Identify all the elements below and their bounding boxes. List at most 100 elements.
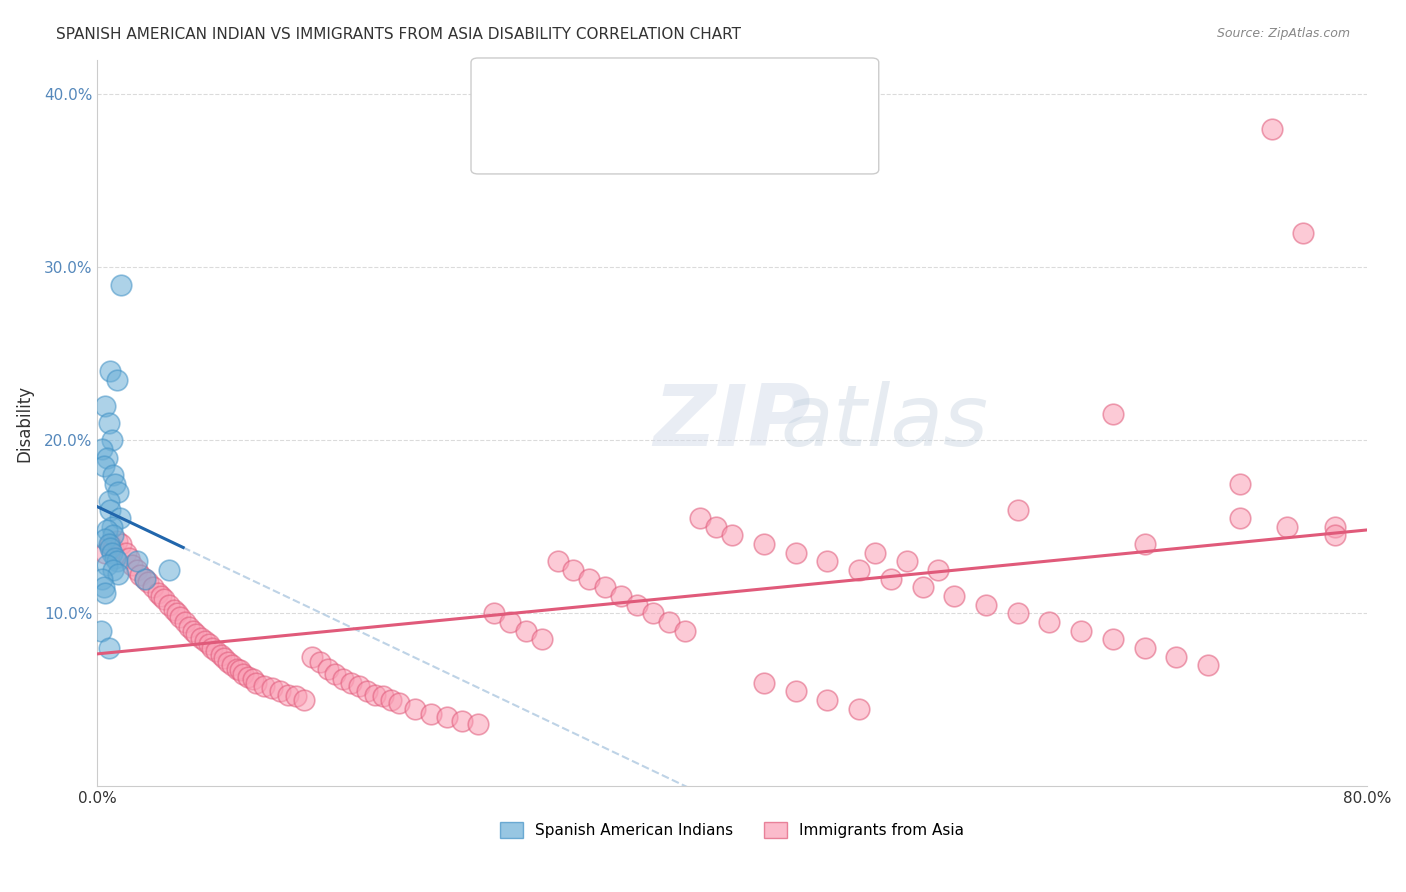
Point [349,679,371,693]
Point [181,624,204,638]
Point [105,373,128,387]
Point [260,681,283,695]
Point [752,675,775,690]
Point [610,589,633,603]
Point [269,684,291,698]
Point [785,684,807,698]
Point [110,277,132,292]
Point [1324,520,1347,534]
Point [100,434,122,448]
Point [1166,649,1188,664]
Point [547,554,569,568]
Point [325,666,347,681]
Text: 110: 110 [630,113,661,128]
Point [136,575,159,590]
Point [284,690,307,704]
Point [238,670,260,684]
Point [98,541,121,555]
Point [103,467,125,482]
Point [194,634,217,648]
Point [436,710,458,724]
Point [371,690,394,704]
Point [209,648,232,662]
Point [380,693,402,707]
Point [103,528,125,542]
Point [221,658,243,673]
Point [815,693,838,707]
Point [214,651,236,665]
Text: N =: N = [598,78,631,92]
Point [108,511,131,525]
Text: SPANISH AMERICAN INDIAN VS IMMIGRANTS FROM ASIA DISABILITY CORRELATION CHART: SPANISH AMERICAN INDIAN VS IMMIGRANTS FR… [56,27,741,42]
Point [301,649,323,664]
Point [197,638,219,652]
Point [98,537,121,551]
Text: Source: ZipAtlas.com: Source: ZipAtlas.com [1216,27,1350,40]
Text: R =: R = [520,113,554,128]
Point [404,701,426,715]
Point [105,554,128,568]
Legend: Spanish American Indians, Immigrants from Asia: Spanish American Indians, Immigrants fro… [494,816,970,845]
Point [626,598,648,612]
Text: ZIP: ZIP [654,382,811,465]
Point [530,632,553,647]
Point [103,563,125,577]
Point [1102,408,1125,422]
Point [229,664,252,678]
Point [848,701,870,715]
Point [118,551,141,566]
Point [94,585,117,599]
Point [97,416,120,430]
Point [1007,607,1029,621]
Text: R =: R = [520,78,554,92]
Point [115,546,138,560]
Point [173,615,195,629]
Point [927,563,949,577]
Point [201,640,224,655]
Text: ■: ■ [495,112,512,129]
Point [97,493,120,508]
Point [562,563,585,577]
Point [91,442,114,456]
Y-axis label: Disability: Disability [15,384,32,461]
Point [340,675,363,690]
Point [848,563,870,577]
Point [184,627,207,641]
Point [100,520,122,534]
Point [190,631,212,645]
Point [232,666,254,681]
Point [97,640,120,655]
Point [880,572,903,586]
Point [658,615,681,629]
Point [1038,615,1060,629]
Point [316,662,339,676]
Point [1292,226,1315,240]
Point [100,546,122,560]
Point [110,537,132,551]
Point [689,511,711,525]
Point [97,537,120,551]
Point [356,684,378,698]
Point [90,624,112,638]
Point [1197,658,1219,673]
Text: ■: ■ [495,76,512,94]
Point [673,624,696,638]
Point [943,589,966,603]
Point [1070,624,1092,638]
Point [162,603,184,617]
Point [93,580,115,594]
Text: N =: N = [598,113,631,128]
Point [332,672,354,686]
Point [388,696,411,710]
Point [127,554,149,568]
Point [103,541,125,555]
Point [134,572,156,586]
Point [1324,528,1347,542]
Point [94,532,117,546]
Point [863,546,886,560]
Point [499,615,522,629]
Point [704,520,727,534]
Point [721,528,744,542]
Point [1007,502,1029,516]
Point [253,679,276,693]
